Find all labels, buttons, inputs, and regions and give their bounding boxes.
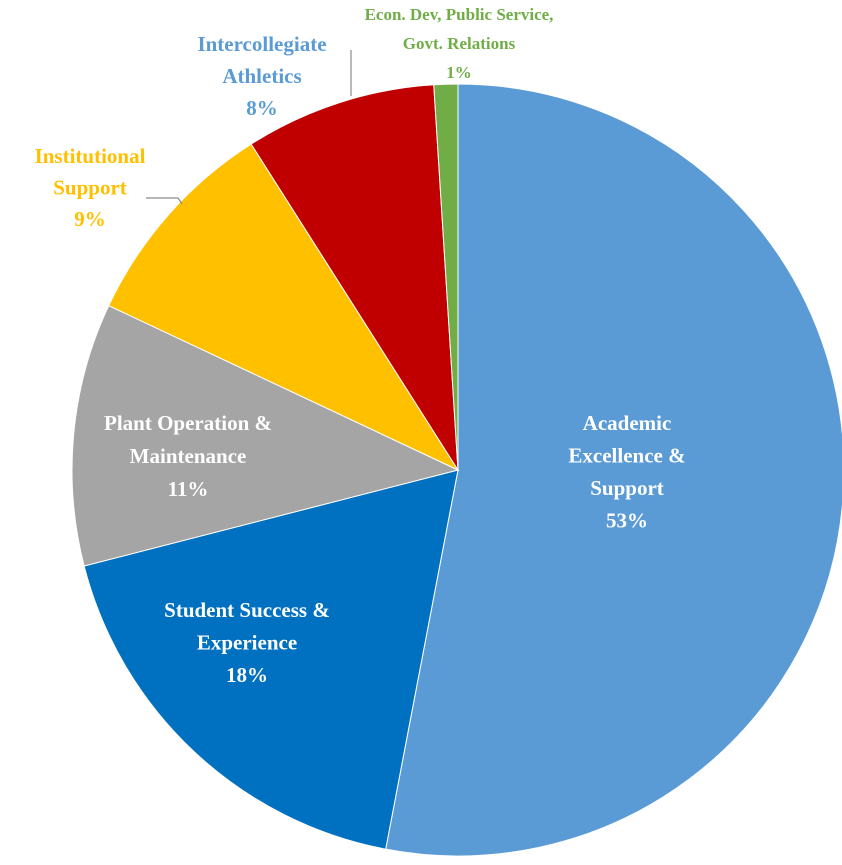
slice-label: Experience [197,630,297,654]
slice-label: Support [53,175,127,199]
slice-label: Intercollegiate [197,32,326,56]
pie-slice [108,143,460,472]
pie-slice [71,304,460,567]
slice-label: Plant Operation & [104,411,272,435]
value-label: 11% [168,477,209,501]
leader-line [146,197,183,205]
slice-label: Excellence & [568,443,685,467]
value-label: 1% [446,63,472,82]
value-label: 8% [246,96,278,120]
slice-label: Maintenance [130,444,247,468]
slice-label: Academic [583,411,672,435]
slice-label: Institutional [35,144,146,168]
pie-slice [385,83,842,857]
slice-label: Econ. Dev, Public Service, [365,5,554,24]
slices [71,83,842,857]
slice-label: Student Success & [164,598,330,622]
value-label: 53% [606,508,648,532]
slice-label: Athletics [222,64,301,88]
value-label: 9% [74,207,106,231]
slice-label: Support [590,476,664,500]
labels: Academic Excellence & Support 53% Student Su… [35,5,686,687]
pie-slice [250,84,459,471]
slice-label: Govt. Relations [403,34,516,53]
pie-slice [433,83,459,471]
value-label: 18% [226,663,268,687]
pie-slice [83,469,459,850]
